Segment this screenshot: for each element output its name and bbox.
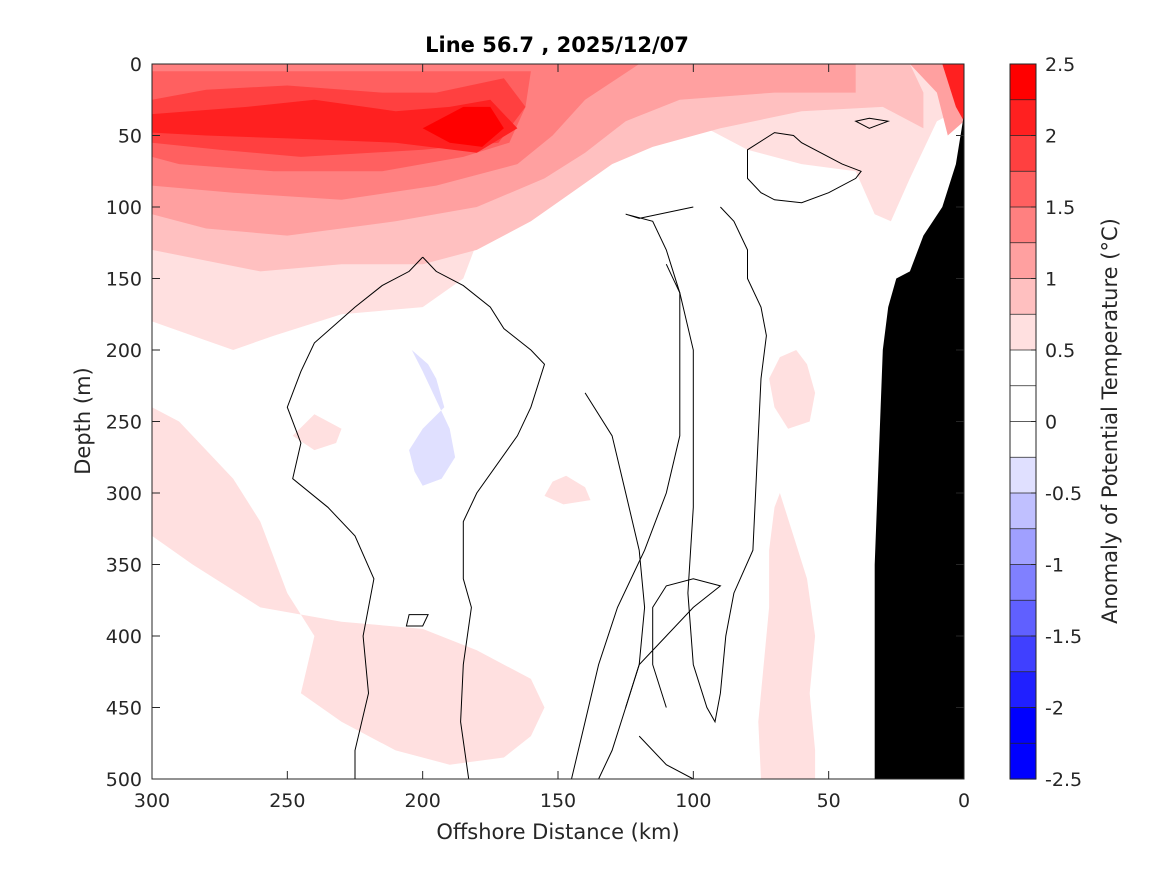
y-tick-label: 200 [106,340,142,362]
colorbar-band [1010,64,1036,101]
colorbar-tick-label: 1 [1045,269,1057,291]
contour-fill-west-warm-patch [152,407,545,765]
land-mask [874,114,964,779]
y-tick-label: 500 [106,769,142,791]
colorbar-band [1010,493,1036,530]
colorbar-band [1010,421,1036,458]
colorbar-band [1010,385,1036,423]
colorbar-band [1010,636,1036,673]
plot-area: 300 250 200 150 100 50 0 050100150200250300350… [106,54,970,812]
contour-fill-warm-strip-65 [758,493,816,779]
colorbar-ticks: 2.5 2 1.5 1 0.5 0 -0.5 -1 -1.5 -2 -2.5 [1031,54,1082,791]
colorbar-band [1010,743,1036,780]
colorbar-band [1010,99,1036,137]
x-tick-label: 0 [958,790,970,812]
y-tick-label: 50 [118,126,142,148]
colorbar-tick-label: -2 [1045,698,1064,720]
x-tick-label: 200 [405,790,441,812]
y-tick-label: 150 [106,269,142,291]
colorbar-tick-label: 0 [1045,412,1057,434]
filled-contours [152,64,964,779]
colorbar-band [1010,278,1036,315]
colorbar-band [1010,242,1036,280]
x-axis: 300 250 200 150 100 50 0 [134,64,970,812]
y-tick-label: 250 [106,412,142,434]
contour-fill-surface-warm-2.0 [152,99,518,153]
colorbar-band [1010,314,1036,351]
contour-line-column-190 [422,256,546,779]
colorbar-label: Anomaly of Potential Temperature (°C) [1098,218,1122,624]
colorbar-band [1010,528,1036,566]
contour-fill-west-warm-hole [152,571,193,665]
colorbar-tick-label: -2.5 [1045,769,1082,791]
y-axis-label: Depth (m) [71,367,95,474]
y-tick-label: 100 [106,197,142,219]
y-axis: 0 50 100 150 200 250 300 350 400 450 500 [106,54,964,791]
contour-line-column-115 [625,206,767,724]
colorbar-band [1010,207,1036,244]
colorbar-band [1010,671,1036,709]
x-tick-label: 150 [540,790,576,812]
y-tick-label: 400 [106,626,142,648]
contour-line-loop-bottom-100 [638,735,748,779]
contour-line-pocket-50 [854,117,891,129]
chart-title: Line 56.7 , 2025/12/07 [425,33,689,57]
colorbar-tick-label: 0.5 [1045,340,1075,362]
y-tick-label: 350 [106,555,142,577]
colorbar-band [1010,707,1036,744]
colorbar-band [1010,564,1036,601]
zero-contour-lines [286,117,891,779]
contour-line-pocket-65 [747,132,862,204]
contour-fill-small-warm-140 [544,475,591,505]
colorbar: 2.5 2 1.5 1 0.5 0 -0.5 -1 -1.5 -2 -2.5 [1009,54,1082,791]
x-tick-label: 300 [134,790,170,812]
x-axis-label: Offshore Distance (km) [436,820,679,844]
contour-fill-warm-strip-60 [769,350,816,429]
contour-line-arc-100 [625,578,722,708]
contour-fill-cold-patch-200 [409,350,456,486]
y-tick-label: 450 [106,698,142,720]
contour-line-column-130 [571,263,681,779]
contour-fill-surface-warm-2.25 [422,106,504,147]
contour-fill-nearshore-warm-2.0 [942,64,964,122]
colorbar-tick-label: 2.5 [1045,54,1075,76]
colorbar-bands [1010,64,1036,780]
contour-line-column-210 [286,256,424,779]
colorbar-tick-label: -1.5 [1045,626,1082,648]
colorbar-band [1010,135,1036,172]
y-tick-label: 300 [106,483,142,505]
contour-fill-small-warm-250 [292,414,342,451]
colorbar-tick-label: -1 [1045,555,1064,577]
colorbar-band [1010,600,1036,637]
x-tick-label: 100 [675,790,711,812]
colorbar-band [1010,171,1036,208]
contour-line-column-140 [584,392,646,779]
colorbar-band [1010,350,1036,387]
x-tick-label: 250 [269,790,305,812]
land-mask-shape [874,114,964,779]
y-tick-label: 0 [130,54,142,76]
colorbar-tick-label: -0.5 [1045,483,1082,505]
colorbar-tick-label: 2 [1045,126,1057,148]
x-tick-label: 50 [817,790,841,812]
contour-line-loop-200-390 [405,614,429,627]
colorbar-band [1010,457,1036,494]
colorbar-tick-label: 1.5 [1045,197,1075,219]
